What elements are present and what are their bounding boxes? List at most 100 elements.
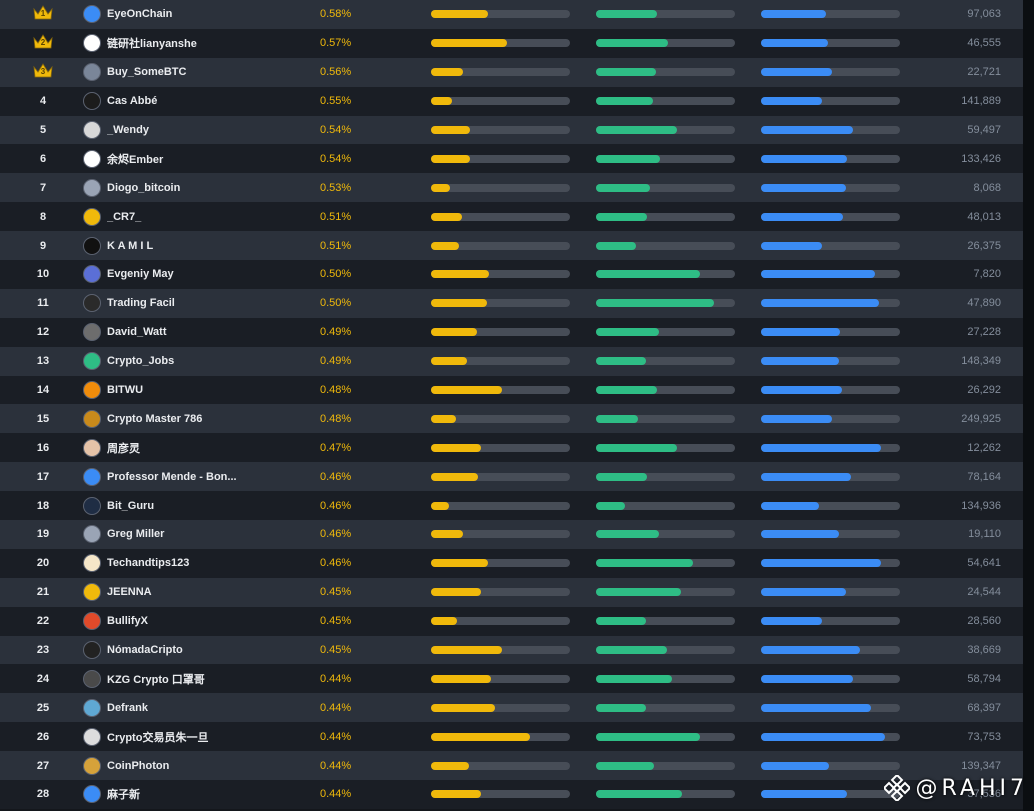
avatar[interactable] [83, 63, 101, 82]
avatar[interactable] [83, 438, 101, 457]
progress-bar-fill [431, 674, 491, 683]
table-row[interactable]: 27 CoinPhoton 0.44% 139,347 [0, 751, 1023, 781]
table-row[interactable]: 14 BITWU 0.48% 26,292 [0, 375, 1023, 405]
table-row[interactable]: 12 David_Watt 0.49% 27,228 [0, 317, 1023, 347]
scrollbar-track[interactable] [1023, 0, 1034, 811]
table-row[interactable]: 7 Diogo_bitcoin 0.53% 8,068 [0, 173, 1023, 203]
avatar[interactable] [83, 785, 101, 804]
avatar[interactable] [83, 5, 101, 24]
table-row[interactable]: 26 Crypto交易员朱一旦 0.44% 73,753 [0, 722, 1023, 752]
table-row[interactable]: 5 _Wendy 0.54% 59,497 [0, 115, 1023, 145]
avatar[interactable] [83, 265, 101, 284]
creator-name-link[interactable]: JEENNA [107, 586, 152, 599]
table-row[interactable]: 10 Evgeniy May 0.50% 7,820 [0, 260, 1023, 289]
table-row[interactable]: 19 Greg Miller 0.46% 19,110 [0, 520, 1023, 549]
creator-name-link[interactable]: Diogo_bitcoin [107, 181, 181, 194]
avatar[interactable] [83, 409, 101, 428]
table-row[interactable]: 20 Techandtips123 0.46% 54,641 [0, 548, 1023, 578]
table-row[interactable]: 18 Bit_Guru 0.46% 134,936 [0, 491, 1023, 521]
creator-name-link[interactable]: CoinPhoton [107, 759, 170, 772]
table-row[interactable]: 9 K A M I L 0.51% 26,375 [0, 231, 1023, 261]
creator-name-link[interactable]: Cas Abbé [107, 95, 158, 108]
creator-name-link[interactable]: 周彦灵 [107, 442, 140, 455]
avatar[interactable] [83, 641, 101, 660]
avatar[interactable] [83, 34, 101, 53]
rank-cell: 25 [20, 702, 66, 714]
table-row[interactable]: 6 余烬Ember 0.54% 133,426 [0, 144, 1023, 174]
table-row[interactable]: 11 Trading Facil 0.50% 47,890 [0, 288, 1023, 318]
progress-bar-green [596, 183, 735, 192]
followers-count: 12,262 [967, 441, 1001, 454]
progress-bar-fill [596, 97, 653, 106]
followers-count: 97,063 [967, 8, 1001, 21]
avatar[interactable] [83, 698, 101, 717]
table-row[interactable]: 28 麻子新 0.44% 37,536 [0, 780, 1023, 809]
table-row[interactable]: 3 Buy_SomeBTC 0.56% 22,721 [0, 57, 1023, 87]
creator-name-link[interactable]: EyeOnChain [107, 8, 173, 21]
avatar[interactable] [83, 149, 101, 168]
table-row[interactable]: 15 Crypto Master 786 0.48% 249,925 [0, 404, 1023, 434]
table-row[interactable]: 25 Defrank 0.44% 68,397 [0, 693, 1023, 723]
table-row[interactable]: 4 Cas Abbé 0.55% 141,889 [0, 86, 1023, 116]
table-row[interactable]: 23 NómadaCripto 0.45% 38,669 [0, 635, 1023, 665]
table-row[interactable]: 22 BullifyX 0.45% 28,560 [0, 606, 1023, 636]
table-row[interactable]: 21 JEENNA 0.45% 24,544 [0, 577, 1023, 607]
avatar[interactable] [83, 727, 101, 746]
creator-name-link[interactable]: KZG Crypto 口罩哥 [107, 673, 205, 686]
creator-name-link[interactable]: NómadaCripto [107, 644, 183, 657]
creator-name-link[interactable]: David_Watt [107, 326, 167, 339]
creator-name-link[interactable]: Buy_SomeBTC [107, 66, 187, 79]
creator-name-link[interactable]: BullifyX [107, 615, 148, 628]
progress-bar-fill [596, 617, 647, 626]
creator-name-link[interactable]: Trading Facil [107, 297, 175, 310]
mindshare-percent: 0.44% [320, 788, 352, 801]
creator-name-link[interactable]: BITWU [107, 384, 144, 397]
avatar[interactable] [83, 612, 101, 631]
table-row[interactable]: 13 Crypto_Jobs 0.49% 148,349 [0, 346, 1023, 376]
avatar[interactable] [83, 323, 101, 342]
creator-name-link[interactable]: 麻子新 [107, 789, 140, 802]
table-row[interactable]: 8 _CR7_ 0.51% 48,013 [0, 202, 1023, 232]
avatar[interactable] [83, 121, 101, 139]
creator-name-link[interactable]: Greg Miller [107, 528, 165, 541]
creator-name-link[interactable]: 余烬Ember [107, 153, 164, 166]
avatar[interactable] [83, 583, 101, 602]
creator-name-link[interactable]: Crypto交易员朱一旦 [107, 731, 209, 744]
table-row[interactable]: 24 KZG Crypto 口罩哥 0.44% 58,794 [0, 664, 1023, 694]
avatar[interactable] [83, 381, 101, 400]
creator-name-link[interactable]: Bit_Guru [107, 499, 155, 512]
avatar[interactable] [83, 207, 101, 226]
creator-name-link[interactable]: Crypto Master 786 [107, 412, 203, 425]
table-row[interactable]: 1 EyeOnChain 0.58% 97,063 [0, 0, 1023, 29]
avatar[interactable] [83, 236, 101, 255]
creator-name-link[interactable]: Techandtips123 [107, 557, 190, 570]
avatar[interactable] [83, 352, 101, 371]
creator-name-link[interactable]: Crypto_Jobs [107, 355, 175, 368]
avatar[interactable] [83, 496, 101, 515]
rank-number: 5 [39, 124, 47, 136]
table-row[interactable]: 2 链研社lianyanshe 0.57% 46,555 [0, 28, 1023, 58]
avatar[interactable] [83, 669, 101, 688]
creator-name-link[interactable]: _CR7_ [107, 210, 142, 223]
avatar[interactable] [83, 178, 101, 197]
avatar[interactable] [83, 756, 101, 775]
creator-name-link[interactable]: Professor Mende - Bon... [107, 470, 237, 483]
progress-bar-fill [596, 212, 648, 221]
progress-bar-fill [431, 97, 452, 106]
creator-name-link[interactable]: K A M I L [107, 239, 154, 252]
progress-bar-fill [431, 617, 458, 626]
followers-count: 26,292 [967, 384, 1001, 397]
table-row[interactable]: 17 Professor Mende - Bon... 0.46% 78,164 [0, 462, 1023, 492]
avatar[interactable] [83, 92, 101, 111]
progress-bar-fill [431, 646, 502, 655]
creator-name-link[interactable]: 链研社lianyanshe [107, 38, 197, 51]
creator-name-link[interactable]: _Wendy [107, 124, 149, 136]
avatar[interactable] [83, 294, 101, 313]
avatar[interactable] [83, 525, 101, 544]
progress-bar-green [596, 241, 735, 250]
creator-name-link[interactable]: Defrank [107, 701, 148, 714]
table-row[interactable]: 16 周彦灵 0.47% 12,262 [0, 433, 1023, 463]
avatar[interactable] [83, 554, 101, 573]
avatar[interactable] [83, 467, 101, 486]
creator-name-link[interactable]: Evgeniy May [107, 268, 174, 281]
